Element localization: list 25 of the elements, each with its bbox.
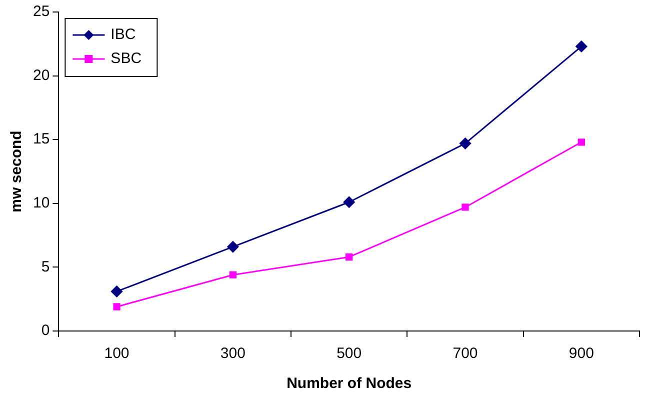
y-tick-label: 15 bbox=[32, 130, 50, 148]
x-axis-title: Number of Nodes bbox=[286, 375, 412, 392]
point bbox=[113, 303, 120, 310]
x-tick-label: 700 bbox=[452, 345, 478, 362]
y-tick-label: 0 bbox=[41, 322, 50, 340]
point bbox=[227, 241, 239, 253]
y-tick-label: 25 bbox=[32, 3, 50, 20]
point bbox=[343, 196, 355, 208]
y-tick-label: 5 bbox=[41, 258, 50, 276]
x-tick-label: 900 bbox=[568, 345, 594, 362]
y-axis-title: mw second bbox=[8, 130, 26, 212]
point bbox=[576, 40, 588, 52]
point bbox=[229, 271, 237, 278]
point bbox=[462, 204, 469, 211]
x-tick-label: 500 bbox=[336, 345, 362, 362]
point bbox=[460, 138, 472, 150]
x-tick-label: 100 bbox=[104, 345, 130, 362]
point bbox=[578, 138, 585, 146]
y-tick-label: 10 bbox=[32, 194, 50, 212]
y-tick-label: 20 bbox=[32, 66, 50, 84]
x-tick-label: 300 bbox=[220, 345, 246, 362]
legend-label: SBC bbox=[110, 50, 142, 68]
point bbox=[111, 286, 123, 298]
legend-label: IBC bbox=[110, 26, 136, 44]
point bbox=[346, 253, 353, 261]
